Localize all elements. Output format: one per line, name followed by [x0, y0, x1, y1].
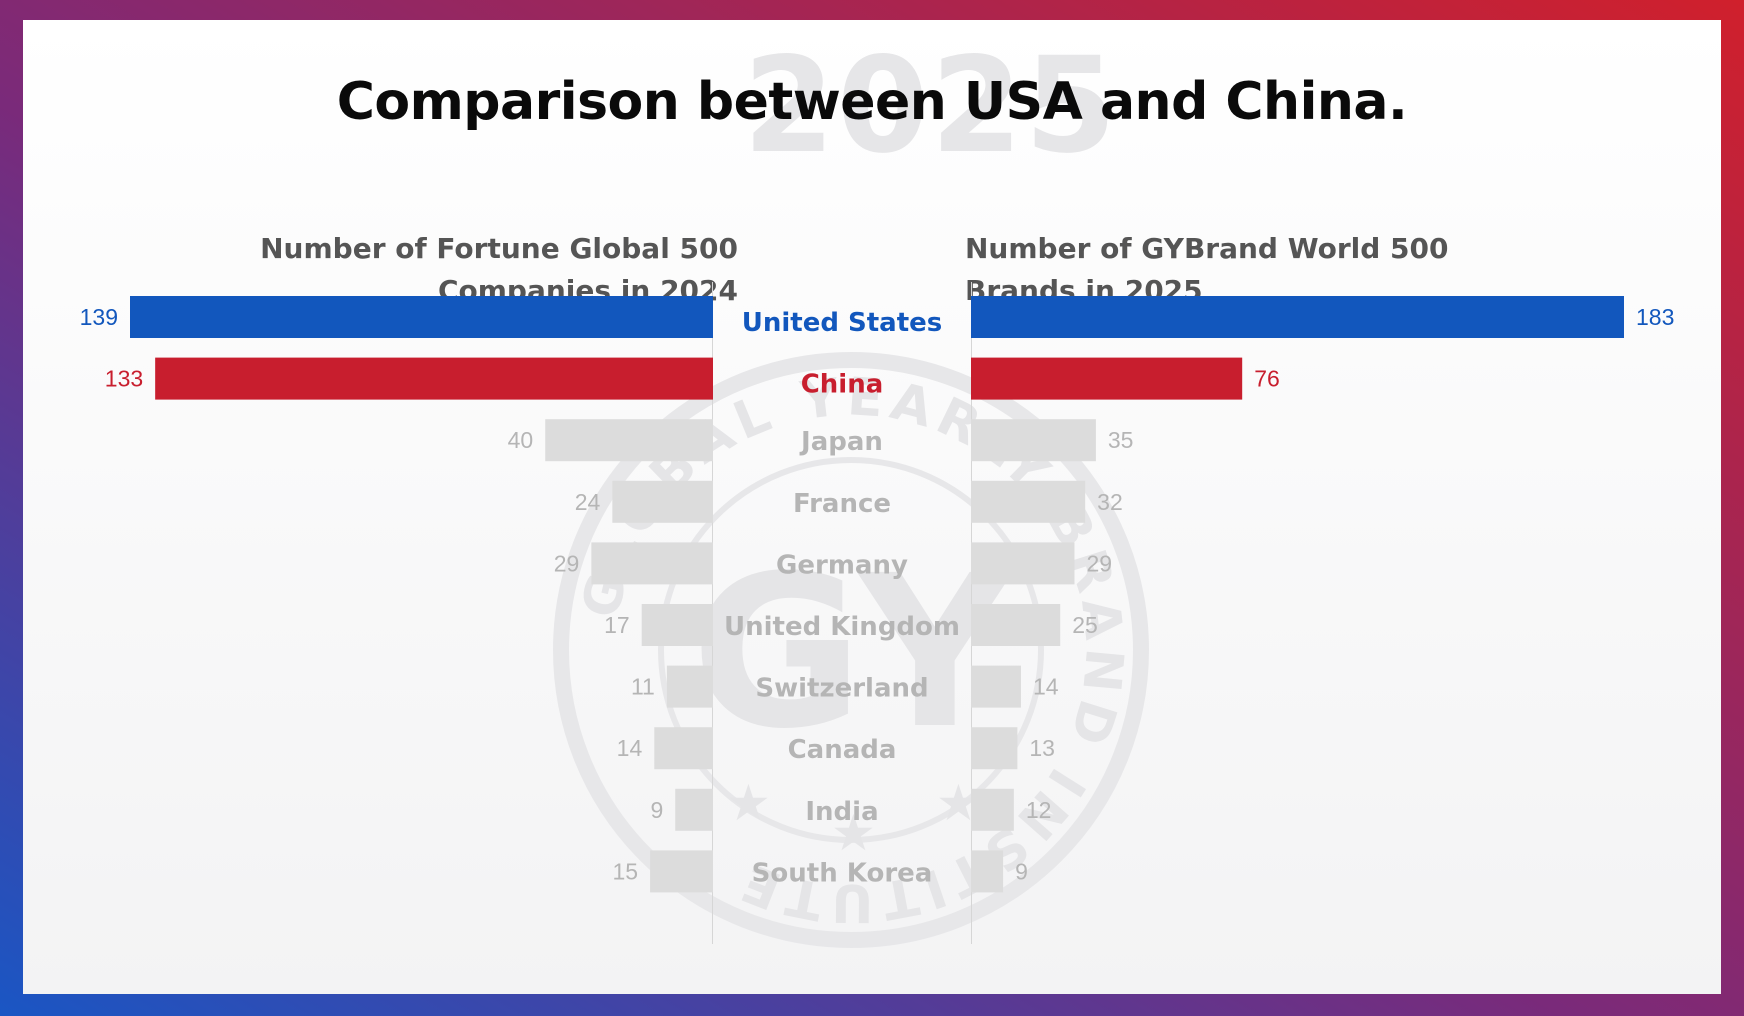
- left-bar-canada: [654, 727, 713, 770]
- right-value-germany: 29: [1086, 550, 1112, 576]
- category-label-germany: Germany: [776, 550, 908, 580]
- right-value-united-states: 183: [1636, 304, 1674, 330]
- category-label-south-korea: South Korea: [752, 858, 933, 888]
- left-value-canada: 14: [617, 735, 643, 761]
- watermark-year: 2025: [743, 29, 1119, 183]
- svg-text:★: ★: [726, 774, 771, 832]
- right-value-united-kingdom: 25: [1072, 612, 1098, 638]
- chart-title: Comparison between USA and China.: [336, 72, 1408, 132]
- left-value-switzerland: 11: [631, 674, 655, 700]
- left-bar-china: [155, 357, 713, 400]
- category-label-switzerland: Switzerland: [755, 674, 928, 704]
- right-bar-switzerland: [971, 665, 1021, 708]
- category-label-japan: Japan: [799, 427, 883, 457]
- category-label-united-states: United States: [742, 308, 943, 338]
- right-value-china: 76: [1254, 366, 1280, 392]
- right-value-france: 32: [1097, 489, 1123, 515]
- right-bar-france: [971, 480, 1086, 523]
- left-value-india: 9: [650, 797, 663, 823]
- left-value-japan: 40: [508, 427, 534, 453]
- chart-card: 2025 GLOBAL YEARLY BRAND INSTITUTE GY ★ …: [23, 20, 1721, 994]
- right-bar-united-kingdom: [971, 604, 1061, 646]
- left-value-france: 24: [575, 489, 601, 515]
- seal-watermark: GLOBAL YEARLY BRAND INSTITUTE GY ★ ★ ★: [553, 352, 1149, 948]
- left-bar-united-states: [130, 296, 713, 338]
- svg-text:GY: GY: [691, 530, 1014, 775]
- left-chart-title-line-1: Number of Fortune Global 500: [260, 232, 738, 265]
- svg-text:★: ★: [831, 804, 876, 862]
- right-value-india: 12: [1026, 797, 1052, 823]
- left-bar-switzerland: [666, 665, 713, 708]
- left-bar-south-korea: [650, 850, 713, 893]
- left-bar-germany: [591, 542, 713, 585]
- left-bar-japan: [545, 419, 713, 462]
- right-bar-germany: [971, 542, 1075, 585]
- right-bar-canada: [971, 727, 1018, 770]
- right-value-south-korea: 9: [1015, 858, 1028, 884]
- right-value-switzerland: 14: [1033, 674, 1059, 700]
- category-label-united-kingdom: United Kingdom: [724, 612, 960, 642]
- category-label-canada: Canada: [788, 735, 897, 765]
- right-chart-title-line-1: Number of GYBrand World 500: [965, 232, 1449, 265]
- left-bar-india: [675, 788, 713, 831]
- right-bar-india: [971, 788, 1014, 831]
- left-value-south-korea: 15: [612, 858, 638, 884]
- left-value-germany: 29: [554, 550, 580, 576]
- left-value-united-states: 139: [80, 304, 118, 330]
- category-label-france: France: [793, 489, 891, 519]
- right-bar-japan: [971, 419, 1096, 462]
- left-bar-france: [612, 480, 713, 523]
- left-bar-united-kingdom: [641, 604, 713, 646]
- left-value-china: 133: [105, 366, 143, 392]
- right-value-canada: 13: [1029, 735, 1055, 761]
- right-bar-china: [971, 357, 1243, 400]
- left-value-united-kingdom: 17: [604, 612, 630, 638]
- right-bar-united-states: [971, 296, 1624, 338]
- right-value-japan: 35: [1108, 427, 1134, 453]
- right-bar-south-korea: [971, 850, 1004, 893]
- category-label-india: India: [805, 797, 878, 827]
- category-label-china: China: [801, 370, 884, 400]
